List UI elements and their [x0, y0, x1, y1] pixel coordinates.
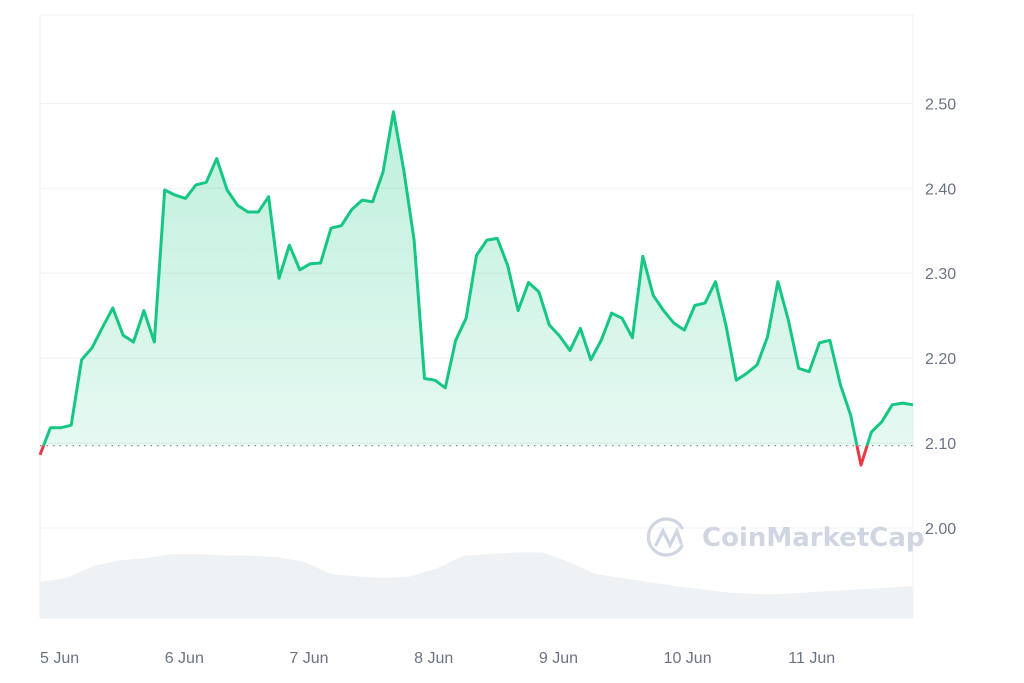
x-tick-label: 6 Jun [165, 650, 204, 667]
coinmarketcap-logo-icon [646, 517, 684, 557]
y-tick-label: 2.40 [925, 181, 956, 198]
y-tick-label: 2.50 [925, 96, 956, 113]
y-tick-label: 2.30 [925, 266, 956, 283]
volume-area [40, 552, 913, 618]
x-tick-label: 5 Jun [40, 650, 79, 667]
watermark: CoinMarketCap [646, 517, 925, 557]
y-tick-label: 2.00 [925, 521, 956, 538]
x-axis: 5 Jun 6 Jun 7 Jun 8 Jun 9 Jun 10 Jun 11 Jun [40, 650, 835, 667]
y-tick-label: 2.10 [925, 436, 956, 453]
x-tick-label: 8 Jun [414, 650, 453, 667]
x-tick-label: 11 Jun [788, 650, 835, 667]
watermark-text: CoinMarketCap [702, 523, 925, 553]
x-tick-label: 9 Jun [539, 650, 578, 667]
x-tick-label: 10 Jun [664, 650, 712, 667]
y-axis: 2.50 2.40 2.30 2.20 2.10 2.00 [925, 96, 956, 538]
y-tick-label: 2.20 [925, 351, 956, 368]
price-area-fill [43, 111, 913, 446]
price-line-above-baseline [41, 110, 914, 446]
x-tick-label: 7 Jun [289, 650, 328, 667]
